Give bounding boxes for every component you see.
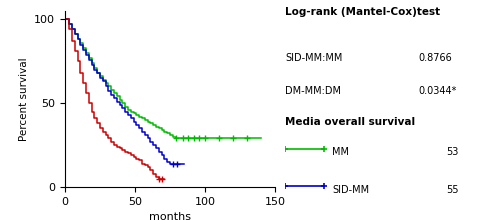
Y-axis label: Percent survival: Percent survival (18, 57, 28, 141)
Text: 55: 55 (446, 185, 459, 195)
Text: SID-MM:MM: SID-MM:MM (285, 53, 343, 63)
Text: 0.0344*: 0.0344* (418, 86, 457, 96)
Text: Log-rank (Mantel-Cox)test: Log-rank (Mantel-Cox)test (285, 7, 440, 16)
Text: 53: 53 (446, 147, 458, 157)
Text: MM: MM (332, 147, 349, 157)
X-axis label: months: months (149, 212, 191, 220)
Text: Media overall survival: Media overall survival (285, 117, 415, 126)
Text: SID-MM: SID-MM (332, 185, 370, 195)
Text: 0.8766: 0.8766 (418, 53, 452, 63)
Text: DM-MM:DM: DM-MM:DM (285, 86, 341, 96)
